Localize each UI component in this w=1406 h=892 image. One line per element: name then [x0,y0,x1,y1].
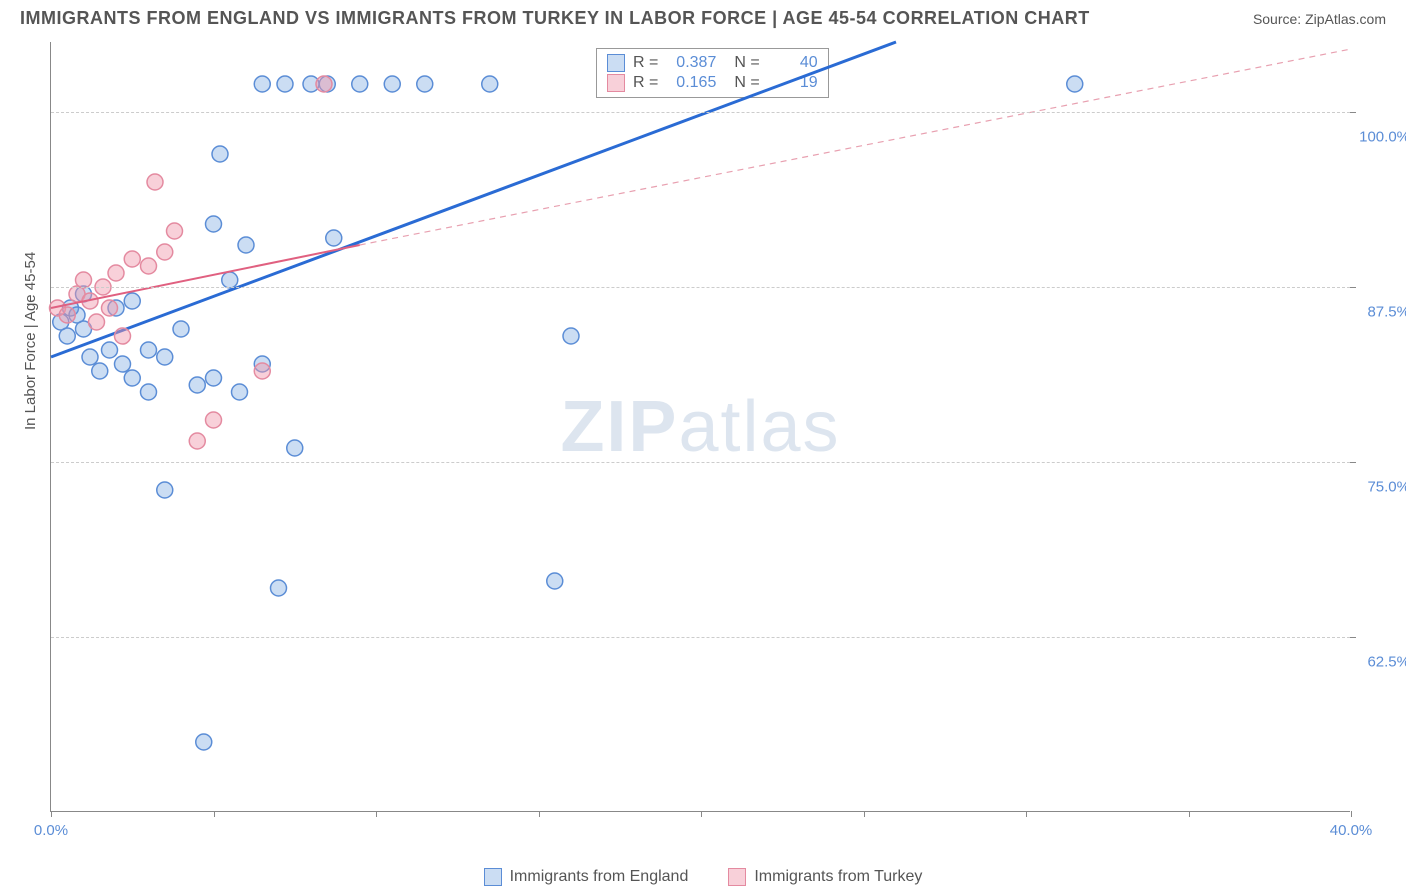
y-tick-label: 75.0% [1355,479,1406,496]
data-point [206,412,222,428]
data-point [232,384,248,400]
data-point [157,244,173,260]
x-tick-mark [864,811,865,817]
gridline [51,462,1350,463]
data-point [115,356,131,372]
data-point [157,349,173,365]
scatter-svg [51,42,1350,811]
data-point [384,76,400,92]
bottom-legend: Immigrants from England Immigrants from … [0,868,1406,886]
data-point [59,307,75,323]
source-label: Source: ZipAtlas.com [1253,11,1386,27]
x-tick-label: 0.0% [34,822,68,839]
x-tick-mark [1026,811,1027,817]
x-tick-mark [214,811,215,817]
x-tick-mark [701,811,702,817]
x-tick-mark [539,811,540,817]
data-point [254,363,270,379]
x-tick-mark [1351,811,1352,817]
gridline [51,637,1350,638]
chart-title: IMMIGRANTS FROM ENGLAND VS IMMIGRANTS FR… [20,8,1090,29]
y-tick-label: 87.5% [1355,304,1406,321]
chart-plot-area: ZIPatlas R = 0.387 N = 40 R = 0.165 N = … [50,42,1350,812]
data-point [254,76,270,92]
data-point [238,237,254,253]
trend-line [51,42,896,357]
data-point [124,370,140,386]
data-point [108,265,124,281]
data-point [206,216,222,232]
data-point [167,223,183,239]
data-point [316,76,332,92]
data-point [417,76,433,92]
data-point [141,342,157,358]
data-point [115,328,131,344]
x-tick-label: 40.0% [1330,822,1373,839]
data-point [206,370,222,386]
data-point [222,272,238,288]
y-axis-label: In Labor Force | Age 45-54 [22,252,39,430]
swatch-turkey-icon [728,868,746,886]
data-point [277,76,293,92]
data-point [82,349,98,365]
chart-header: IMMIGRANTS FROM ENGLAND VS IMMIGRANTS FR… [0,0,1406,33]
y-tick-mark [1350,462,1356,463]
data-point [287,440,303,456]
data-point [59,328,75,344]
legend-label-turkey: Immigrants from Turkey [754,868,922,886]
data-point [124,251,140,267]
data-point [89,314,105,330]
data-point [326,230,342,246]
legend-label-england: Immigrants from England [510,868,689,886]
data-point [102,342,118,358]
x-tick-mark [376,811,377,817]
trend-line-ext [360,49,1351,245]
gridline [51,287,1350,288]
legend-item-england: Immigrants from England [484,868,689,886]
y-tick-label: 100.0% [1355,129,1406,146]
data-point [92,363,108,379]
data-point [147,174,163,190]
x-tick-mark [51,811,52,817]
data-point [157,482,173,498]
data-point [482,76,498,92]
data-point [173,321,189,337]
data-point [124,293,140,309]
y-tick-mark [1350,287,1356,288]
y-tick-label: 62.5% [1355,654,1406,671]
x-tick-mark [1189,811,1190,817]
data-point [76,272,92,288]
gridline [51,112,1350,113]
data-point [141,384,157,400]
data-point [212,146,228,162]
y-tick-mark [1350,112,1356,113]
legend-item-turkey: Immigrants from Turkey [728,868,922,886]
y-tick-mark [1350,637,1356,638]
data-point [352,76,368,92]
data-point [563,328,579,344]
data-point [189,433,205,449]
data-point [189,377,205,393]
data-point [196,734,212,750]
data-point [141,258,157,274]
data-point [1067,76,1083,92]
swatch-england-icon [484,868,502,886]
data-point [547,573,563,589]
data-point [271,580,287,596]
data-point [102,300,118,316]
